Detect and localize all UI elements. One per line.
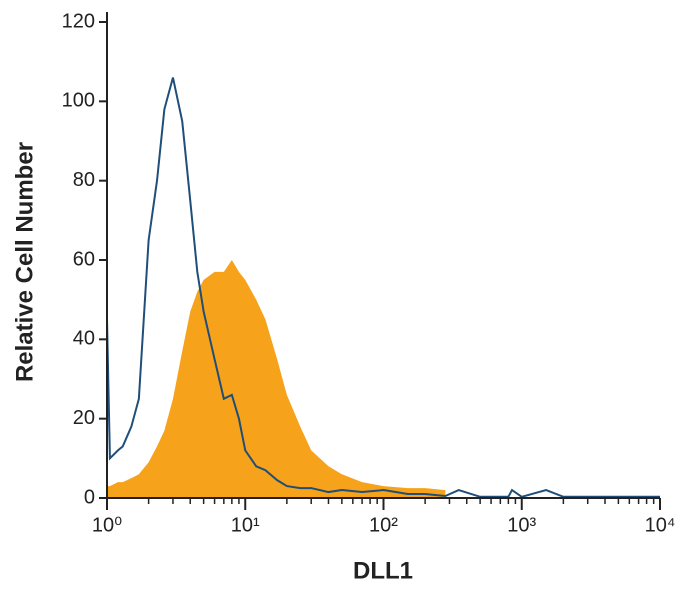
x-tick-label: 10² (369, 514, 398, 536)
y-tick-label: 60 (73, 248, 95, 270)
y-tick-label: 0 (84, 486, 95, 508)
y-tick-label: 20 (73, 407, 95, 429)
y-axis-label: Relative Cell Number (11, 142, 38, 382)
x-tick-label: 10³ (507, 514, 536, 536)
y-tick-label: 100 (62, 90, 95, 112)
x-axis-label: DLL1 (353, 557, 413, 584)
histogram-line (106, 77, 660, 498)
y-tick-label: 40 (73, 328, 95, 350)
x-tick-label: 10¹ (231, 514, 260, 536)
x-tick-label: 10⁰ (92, 514, 122, 536)
histogram-area (107, 260, 446, 498)
y-tick-label: 80 (73, 169, 95, 191)
x-tick-label: 10⁴ (645, 514, 676, 536)
y-tick-label: 120 (62, 10, 95, 32)
